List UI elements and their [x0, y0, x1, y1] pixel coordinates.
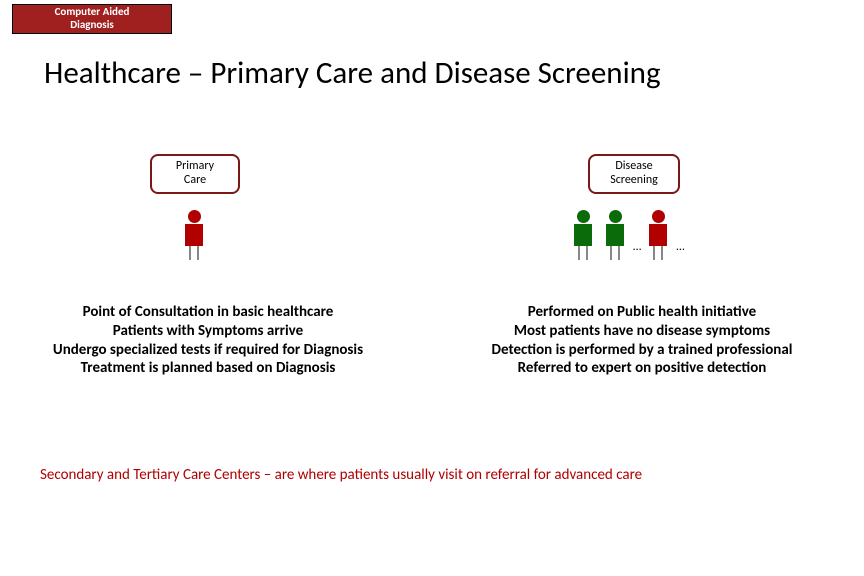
left-description: Point of Consultation in basic healthcar…: [18, 303, 398, 378]
ellipsis: …: [676, 240, 685, 254]
right-figures: … …: [567, 210, 686, 260]
figure-legs-icon: [642, 246, 674, 260]
desc-line: Referred to expert on positive detection: [452, 359, 832, 378]
disease-screening-box: Disease Screening: [588, 154, 680, 194]
patient-figure: [178, 210, 210, 260]
left-figures: [178, 210, 210, 265]
footer-note: Secondary and Tertiary Care Centers – ar…: [40, 466, 642, 484]
disease-screening-line1: Disease: [590, 160, 678, 174]
badge: Computer Aided Diagnosis: [12, 4, 172, 34]
figure-legs-icon: [599, 246, 631, 260]
figure-head-icon: [652, 210, 665, 223]
primary-care-line2: Care: [152, 174, 238, 188]
figure-body-icon: [574, 224, 592, 246]
primary-care-line1: Primary: [152, 160, 238, 174]
figure-body-icon: [185, 224, 203, 246]
page-title: Healthcare – Primary Care and Disease Sc…: [44, 54, 661, 92]
figure-head-icon: [577, 210, 590, 223]
desc-line: Most patients have no disease symptoms: [452, 322, 832, 341]
desc-line: Patients with Symptoms arrive: [18, 322, 398, 341]
figure-legs-icon: [567, 246, 599, 260]
right-description: Performed on Public health initiative Mo…: [452, 303, 832, 378]
figure-head-icon: [188, 210, 201, 223]
figure-head-icon: [609, 210, 622, 223]
desc-line: Treatment is planned based on Diagnosis: [18, 359, 398, 378]
desc-line: Undergo specialized tests if required fo…: [18, 341, 398, 360]
desc-line: Performed on Public health initiative: [452, 303, 832, 322]
primary-care-box: Primary Care: [150, 154, 240, 194]
figure-legs-icon: [178, 246, 210, 260]
disease-screening-line2: Screening: [590, 174, 678, 188]
ellipsis: …: [633, 240, 642, 254]
badge-line2: Diagnosis: [13, 19, 171, 32]
desc-line: Detection is performed by a trained prof…: [452, 341, 832, 360]
screening-figure: [567, 210, 599, 260]
screening-figure: [599, 210, 631, 260]
desc-line: Point of Consultation in basic healthcar…: [18, 303, 398, 322]
figure-body-icon: [606, 224, 624, 246]
figure-body-icon: [649, 224, 667, 246]
screening-figure: [642, 210, 674, 260]
